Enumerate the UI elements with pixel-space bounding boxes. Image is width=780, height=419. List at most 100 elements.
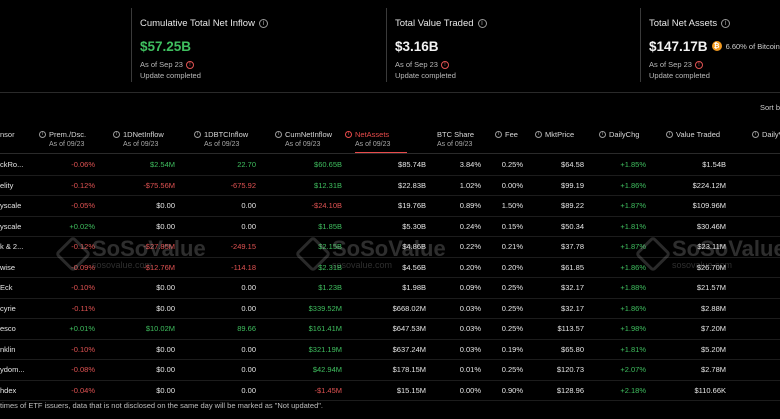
cell-netassets: $1.98B xyxy=(402,283,426,292)
stat-cumulative-inflow: Cumulative Total Net Inflow i $57.25B As … xyxy=(131,8,379,82)
cell-name[interactable]: wise xyxy=(0,262,16,272)
info-icon[interactable]: i xyxy=(752,131,759,138)
cell-valuetraded: $5.20M xyxy=(700,344,726,354)
cell-netassets: $178.15M xyxy=(392,365,426,374)
cell-d1btc: 22.70 xyxy=(237,160,256,169)
cell-d1net: $0.00 xyxy=(156,201,175,210)
info-icon[interactable]: i xyxy=(666,131,673,138)
cell-name[interactable]: ydom... xyxy=(0,365,25,374)
cell-name[interactable]: yscale xyxy=(0,221,22,231)
table-row[interactable]: nklin -0.10% $0.00 0.00 $321.19M $637.24M 0.03… xyxy=(0,340,780,360)
cell-fee: 1.50% xyxy=(501,201,523,210)
cell-mktprice: $37.78 xyxy=(561,242,584,251)
col-btc-share[interactable]: BTC Share As of 09/23 xyxy=(437,130,475,148)
cell-prem: -0.10% xyxy=(71,283,95,292)
cell-prem: -0.10% xyxy=(71,344,95,354)
cell-netassets: $5.30B xyxy=(402,221,426,231)
stat-asof: As of Sep 23 xyxy=(649,60,692,69)
table-row[interactable]: esco +0.01% $10.02M 89.66 $161.41M $647.53M 0.… xyxy=(0,319,780,340)
table-row[interactable]: k & 2... -0.12% -$27.85M -249.15 $2.15B $4.86… xyxy=(0,237,780,258)
col-fee[interactable]: i Fee xyxy=(495,130,518,140)
cell-valuetraded: $21.57M xyxy=(696,283,726,292)
cell-netassets: $22.83B xyxy=(398,180,426,190)
table-row[interactable]: yscale +0.02% $0.00 0.00 $1.85B $5.30B 0.24% 0.… xyxy=(0,217,780,237)
col-1d-btc-inflow[interactable]: i 1DBTCInflow As of 09/23 xyxy=(194,130,248,150)
cell-name[interactable]: esco xyxy=(0,324,16,333)
cell-name[interactable]: k & 2... xyxy=(0,242,24,251)
col-sponsor[interactable]: nsor xyxy=(0,130,15,139)
cell-name[interactable]: elity xyxy=(0,180,14,190)
info-icon[interactable]: i xyxy=(275,131,282,138)
cell-netassets: $4.56B xyxy=(402,262,426,272)
stat-total-net-assets: Total Net Assets i $147.17B ₿ 6.60% of Bitc… xyxy=(640,8,780,82)
cell-fee: 0.21% xyxy=(501,242,523,251)
cell-btcshare: 1.02% xyxy=(459,180,481,190)
info-icon[interactable]: i xyxy=(495,131,502,138)
cell-mktprice: $50.34 xyxy=(561,221,584,231)
col-daily-volume[interactable]: iDailyV xyxy=(752,130,780,140)
cell-fee: 0.25% xyxy=(501,303,523,313)
table-row[interactable]: Eck -0.10% $0.00 0.00 $1.23B $1.98B 0.09% 0.25%… xyxy=(0,278,780,299)
col-daily-chg[interactable]: i DailyChg xyxy=(599,130,639,140)
cell-d1btc: -249.15 xyxy=(230,242,256,251)
cell-dailychg: +1.86% xyxy=(620,262,646,272)
table-row[interactable]: ckRo... -0.06% $2.54M 22.70 $60.65B $85.74B 3.… xyxy=(0,155,780,176)
info-icon[interactable]: i xyxy=(194,131,201,138)
info-icon[interactable]: i xyxy=(477,18,487,28)
cell-d1net: -$12.76M xyxy=(143,262,175,272)
cell-cum: $1.23B xyxy=(318,283,342,292)
info-icon[interactable]: i xyxy=(599,131,606,138)
info-icon[interactable]: i xyxy=(535,131,542,138)
table-row[interactable]: cyrie -0.11% $0.00 0.00 $339.52M $668.02M 0.03… xyxy=(0,299,780,319)
sort-by-control[interactable]: Sort b xyxy=(760,103,780,112)
cell-prem: +0.01% xyxy=(69,324,95,333)
cell-btcshare: 0.24% xyxy=(459,221,481,231)
col-1d-net-inflow[interactable]: i 1DNetInflow As of 09/23 xyxy=(113,130,164,150)
cell-name[interactable]: ckRo... xyxy=(0,160,24,169)
alert-icon[interactable]: ! xyxy=(694,60,703,69)
table-row[interactable]: elity -0.12% -$75.56M -675.92 $12.31B $22.83B… xyxy=(0,176,780,196)
col-value-traded[interactable]: i Value Traded xyxy=(666,130,720,140)
cell-valuetraded: $2.78M xyxy=(700,365,726,374)
table-row[interactable]: hdex -0.04% $0.00 0.00 -$1.45M $15.15M 0.00% 0.… xyxy=(0,381,780,401)
cell-name[interactable]: nklin xyxy=(0,344,16,354)
stat-label: Total Net Assets xyxy=(649,17,718,29)
cell-prem: +0.02% xyxy=(69,221,95,231)
stat-value: $147.17B xyxy=(649,38,708,54)
cell-name[interactable]: Eck xyxy=(0,283,13,292)
cell-name[interactable]: hdex xyxy=(0,385,17,395)
cell-name[interactable]: cyrie xyxy=(0,303,16,313)
info-icon[interactable]: i xyxy=(39,131,46,138)
cell-btcshare: 0.03% xyxy=(459,324,481,333)
col-mkt-price[interactable]: i MktPrice xyxy=(535,130,574,140)
cell-d1net: $0.00 xyxy=(156,303,175,313)
info-icon[interactable]: i xyxy=(258,18,268,28)
info-icon[interactable]: i xyxy=(721,18,731,28)
col-net-assets-sorted[interactable]: i NetAssets As of 09/23 xyxy=(345,130,407,153)
cell-fee: 0.00% xyxy=(501,180,523,190)
cell-netassets: $85.74B xyxy=(398,160,426,169)
info-icon[interactable]: i xyxy=(345,131,352,138)
cell-valuetraded: $26.70M xyxy=(696,262,726,272)
cell-mktprice: $32.17 xyxy=(561,303,584,313)
btc-percent: 6.60% of Bitcoin xyxy=(725,41,780,51)
col-cum-net-inflow[interactable]: i CumNetInflow As of 09/23 xyxy=(275,130,332,150)
cell-cum: $12.31B xyxy=(314,180,342,190)
table-row[interactable]: ydom... -0.08% $0.00 0.00 $42.94M $178.15M 0.0… xyxy=(0,360,780,381)
table-row[interactable]: yscale -0.05% $0.00 0.00 -$24.10B $19.76B 0.89… xyxy=(0,196,780,217)
col-prem-dsc[interactable]: i Prem./Dsc. As of 09/23 xyxy=(39,130,86,150)
table-row[interactable]: wise -0.09% -$12.76M -114.18 $2.31B $4.56B 0.2… xyxy=(0,258,780,278)
cell-cum: -$24.10B xyxy=(311,201,342,210)
cell-d1btc: 0.00 xyxy=(241,365,256,374)
info-icon[interactable]: i xyxy=(113,131,120,138)
alert-icon[interactable]: ! xyxy=(440,60,449,69)
cell-mktprice: $64.58 xyxy=(561,160,584,169)
cell-fee: 0.25% xyxy=(501,160,523,169)
cell-fee: 0.25% xyxy=(501,365,523,374)
cell-d1net: $0.00 xyxy=(156,365,175,374)
cell-d1net: -$75.56M xyxy=(143,180,175,190)
alert-icon[interactable]: ! xyxy=(185,60,194,69)
cell-valuetraded: $7.20M xyxy=(700,324,726,333)
cell-mktprice: $65.80 xyxy=(561,344,584,354)
cell-name[interactable]: yscale xyxy=(0,201,22,210)
